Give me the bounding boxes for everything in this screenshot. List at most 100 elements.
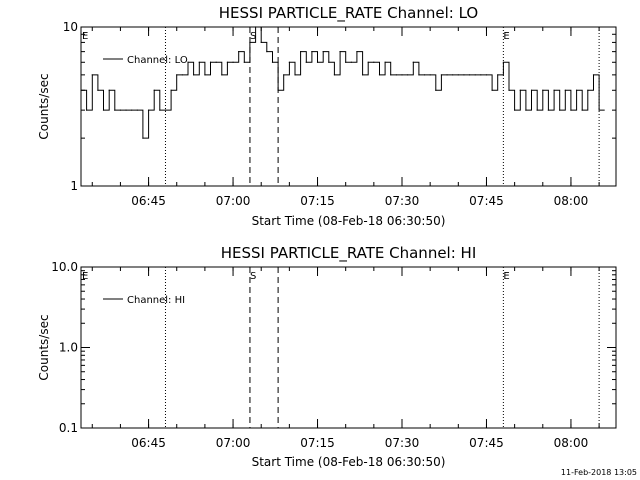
data-point [440, 74, 443, 76]
data-point [232, 61, 234, 63]
data-point [102, 109, 105, 111]
data-point [559, 109, 561, 111]
data-point [294, 74, 296, 76]
data-point [525, 109, 527, 111]
data-point [119, 109, 122, 111]
data-point [187, 61, 189, 63]
legend-label: Channel: HI [127, 295, 185, 306]
chart-title: HESSI PARTICLE_RATE Channel: HI [221, 244, 477, 263]
plot-frame [80, 26, 617, 187]
x-tick-label: 08:00 [554, 436, 589, 450]
data-point [592, 74, 595, 76]
data-point [97, 89, 99, 91]
data-point [204, 74, 206, 76]
data-point [452, 74, 454, 76]
data-point [131, 109, 133, 111]
data-point [361, 74, 364, 76]
x-axis-label: Start Time (08-Feb-18 06:30:50) [252, 214, 446, 228]
data-point [277, 89, 279, 91]
data-point [193, 74, 195, 76]
data-point [564, 89, 566, 91]
data-point [378, 74, 381, 76]
data-point [457, 74, 459, 76]
data-point [412, 61, 414, 63]
data-point [147, 109, 150, 111]
data-point [328, 61, 330, 63]
data-point [249, 41, 251, 44]
data-point [356, 51, 358, 53]
data-point [575, 89, 578, 91]
data-point [300, 51, 302, 53]
data-point [519, 89, 521, 91]
data-point [142, 137, 144, 139]
x-tick-label: 08:00 [554, 194, 589, 208]
data-point [114, 109, 116, 111]
data-point [536, 109, 538, 111]
data-point [390, 74, 392, 76]
data-point [136, 109, 138, 111]
data-point [80, 89, 82, 91]
data-point [418, 74, 420, 76]
data-point [215, 61, 217, 63]
data-point [373, 61, 375, 63]
x-tick-label: 07:00 [216, 436, 251, 450]
data-point [474, 74, 476, 76]
data-point [446, 74, 448, 76]
x-tick-label: 07:00 [216, 194, 251, 208]
data-point [305, 61, 307, 63]
data-point [288, 61, 290, 63]
data-point [497, 74, 499, 76]
marker-label: E [503, 31, 509, 42]
y-axis-label: Counts/sec [37, 73, 51, 139]
data-point [367, 61, 369, 63]
data-point [598, 109, 600, 111]
data-point [587, 89, 589, 91]
data-point [570, 109, 572, 111]
data-point [401, 74, 403, 76]
data-point [322, 51, 324, 53]
data-point [283, 74, 285, 76]
data-point [266, 51, 268, 53]
data-point [198, 61, 200, 63]
data-point [238, 51, 240, 53]
legend-label: Channel: LO [127, 55, 188, 66]
data-point [170, 89, 172, 91]
data-point [176, 74, 178, 76]
data-point [350, 61, 352, 63]
data-point [423, 74, 426, 76]
y-tick-label: 0.1 [59, 421, 78, 435]
data-point [514, 109, 516, 111]
data-point [316, 61, 319, 63]
marker-label: E [503, 271, 509, 282]
data-point [384, 61, 386, 63]
x-tick-label: 07:45 [469, 194, 504, 208]
data-point [260, 41, 262, 44]
data-point [108, 89, 110, 91]
x-tick-label: 07:45 [469, 436, 504, 450]
data-point [553, 89, 555, 91]
x-tick-label: 07:15 [300, 436, 335, 450]
data-point [125, 109, 127, 111]
data-point [159, 109, 161, 111]
data-point [339, 51, 341, 53]
data-point [153, 89, 155, 91]
x-axis-label: Start Time (08-Feb-18 06:30:50) [252, 455, 446, 469]
data-point [271, 61, 274, 63]
y-tick-label: 1 [70, 179, 78, 193]
x-tick-label: 06:45 [131, 436, 166, 450]
data-point [407, 74, 409, 76]
data-point [86, 109, 88, 111]
y-tick-label: 10.0 [51, 260, 78, 274]
data-point [164, 109, 167, 111]
x-tick-label: 07:30 [385, 436, 420, 450]
data-point [429, 74, 431, 76]
data-point [530, 89, 533, 91]
data-point [311, 51, 313, 53]
marker-label: E [82, 271, 88, 282]
marker-label: E [82, 31, 88, 42]
x-tick-label: 06:45 [131, 194, 166, 208]
marker-label: S [250, 271, 256, 282]
data-point [181, 74, 183, 76]
footer-timestamp: 11-Feb-2018 13:05 [561, 468, 637, 477]
